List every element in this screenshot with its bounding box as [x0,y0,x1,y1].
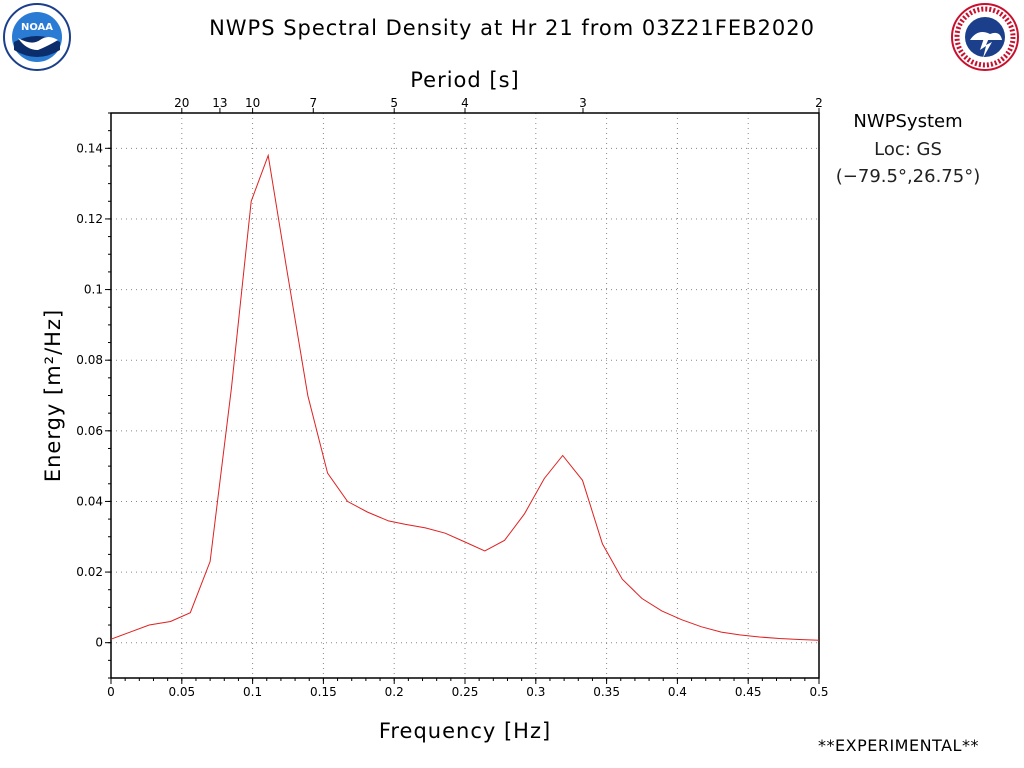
period-tick-label: 7 [309,96,317,110]
nws-logo-icon [951,3,1019,71]
x-tick-label: 0.05 [168,685,195,699]
period-tick-label: 2 [815,96,823,110]
y-tick-label: 0.1 [84,283,103,297]
x-tick-label: 0.4 [668,685,687,699]
period-tick-label: 4 [461,96,469,110]
y-tick-label: 0.04 [76,494,103,508]
chart-title: NWPS Spectral Density at Hr 21 from 03Z2… [209,16,815,40]
y-tick-label: 0 [95,636,103,650]
location-label: Loc: GS [874,139,942,160]
top-axis-label: Period [s] [410,68,519,92]
x-tick-label: 0.35 [593,685,620,699]
x-tick-label: 0.5 [809,685,828,699]
noaa-logo-text: NOAA [21,22,53,33]
x-tick-label: 0.3 [526,685,545,699]
x-tick-label: 0.1 [243,685,262,699]
y-axis-label: Energy [m²/Hz] [41,309,65,482]
location-coords: (−79.5°,26.75°) [835,166,981,187]
x-tick-label: 0.15 [310,685,337,699]
period-tick-label: 13 [212,96,227,110]
period-tick-label: 20 [174,96,189,110]
y-tick-label: 0.06 [76,424,103,438]
period-tick-label: 5 [390,96,398,110]
y-tick-label: 0.08 [76,353,103,367]
x-tick-label: 0 [107,685,115,699]
y-tick-label: 0.12 [76,212,103,226]
y-tick-label: 0.14 [76,141,103,155]
model-name: NWPSystem [853,111,963,132]
x-tick-label: 0.2 [385,685,404,699]
period-tick-label: 3 [579,96,587,110]
x-tick-label: 0.45 [735,685,762,699]
period-tick-label: 10 [245,96,260,110]
experimental-label: **EXPERIMENTAL** [818,736,979,755]
noaa-logo-icon: NOAA [3,3,71,71]
y-tick-label: 0.02 [76,565,103,579]
x-axis-label: Frequency [Hz] [379,719,551,743]
spectrum-line [110,153,820,641]
x-tick-label: 0.25 [452,685,479,699]
